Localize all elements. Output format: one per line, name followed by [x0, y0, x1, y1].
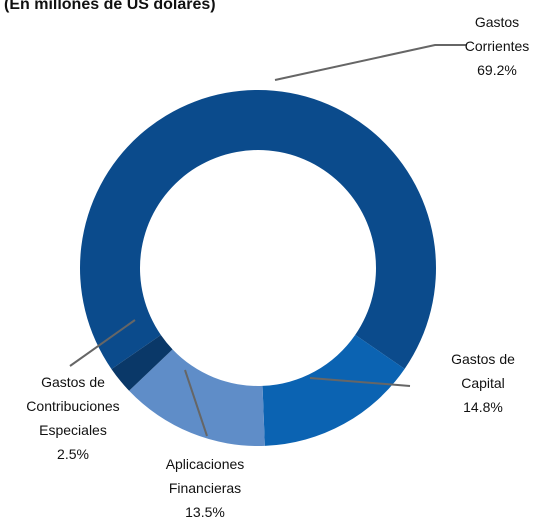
leader-line [309, 377, 411, 387]
category-label: Gastos Corrientes [464, 14, 530, 54]
value-label: 69.2% [477, 62, 517, 78]
leader-line [69, 319, 136, 367]
leader-line [274, 44, 466, 81]
value-label: 14.8% [463, 399, 503, 415]
data-label: Gastos Corrientes 69.2% [447, 10, 541, 82]
value-label: 2.5% [57, 446, 89, 462]
donut-segment [111, 335, 173, 391]
donut-segment [262, 334, 405, 446]
donut-segment [80, 90, 437, 370]
data-label: Aplicaciones Financieras 13.5% [150, 452, 260, 521]
category-label: Gastos de Capital [451, 351, 515, 391]
category-label: Aplicaciones Financieras [165, 456, 245, 496]
data-label: Gastos de Capital 14.8% [438, 347, 528, 419]
category-label: Gastos de Contribuciones Especiales [26, 374, 120, 438]
chart-subtitle: (En millones de US dólares) [4, 0, 216, 13]
value-label: 13.5% [185, 504, 225, 520]
leader-line [184, 369, 208, 437]
donut-segment [129, 349, 265, 446]
data-label: Gastos de Contribuciones Especiales 2.5% [13, 370, 133, 466]
